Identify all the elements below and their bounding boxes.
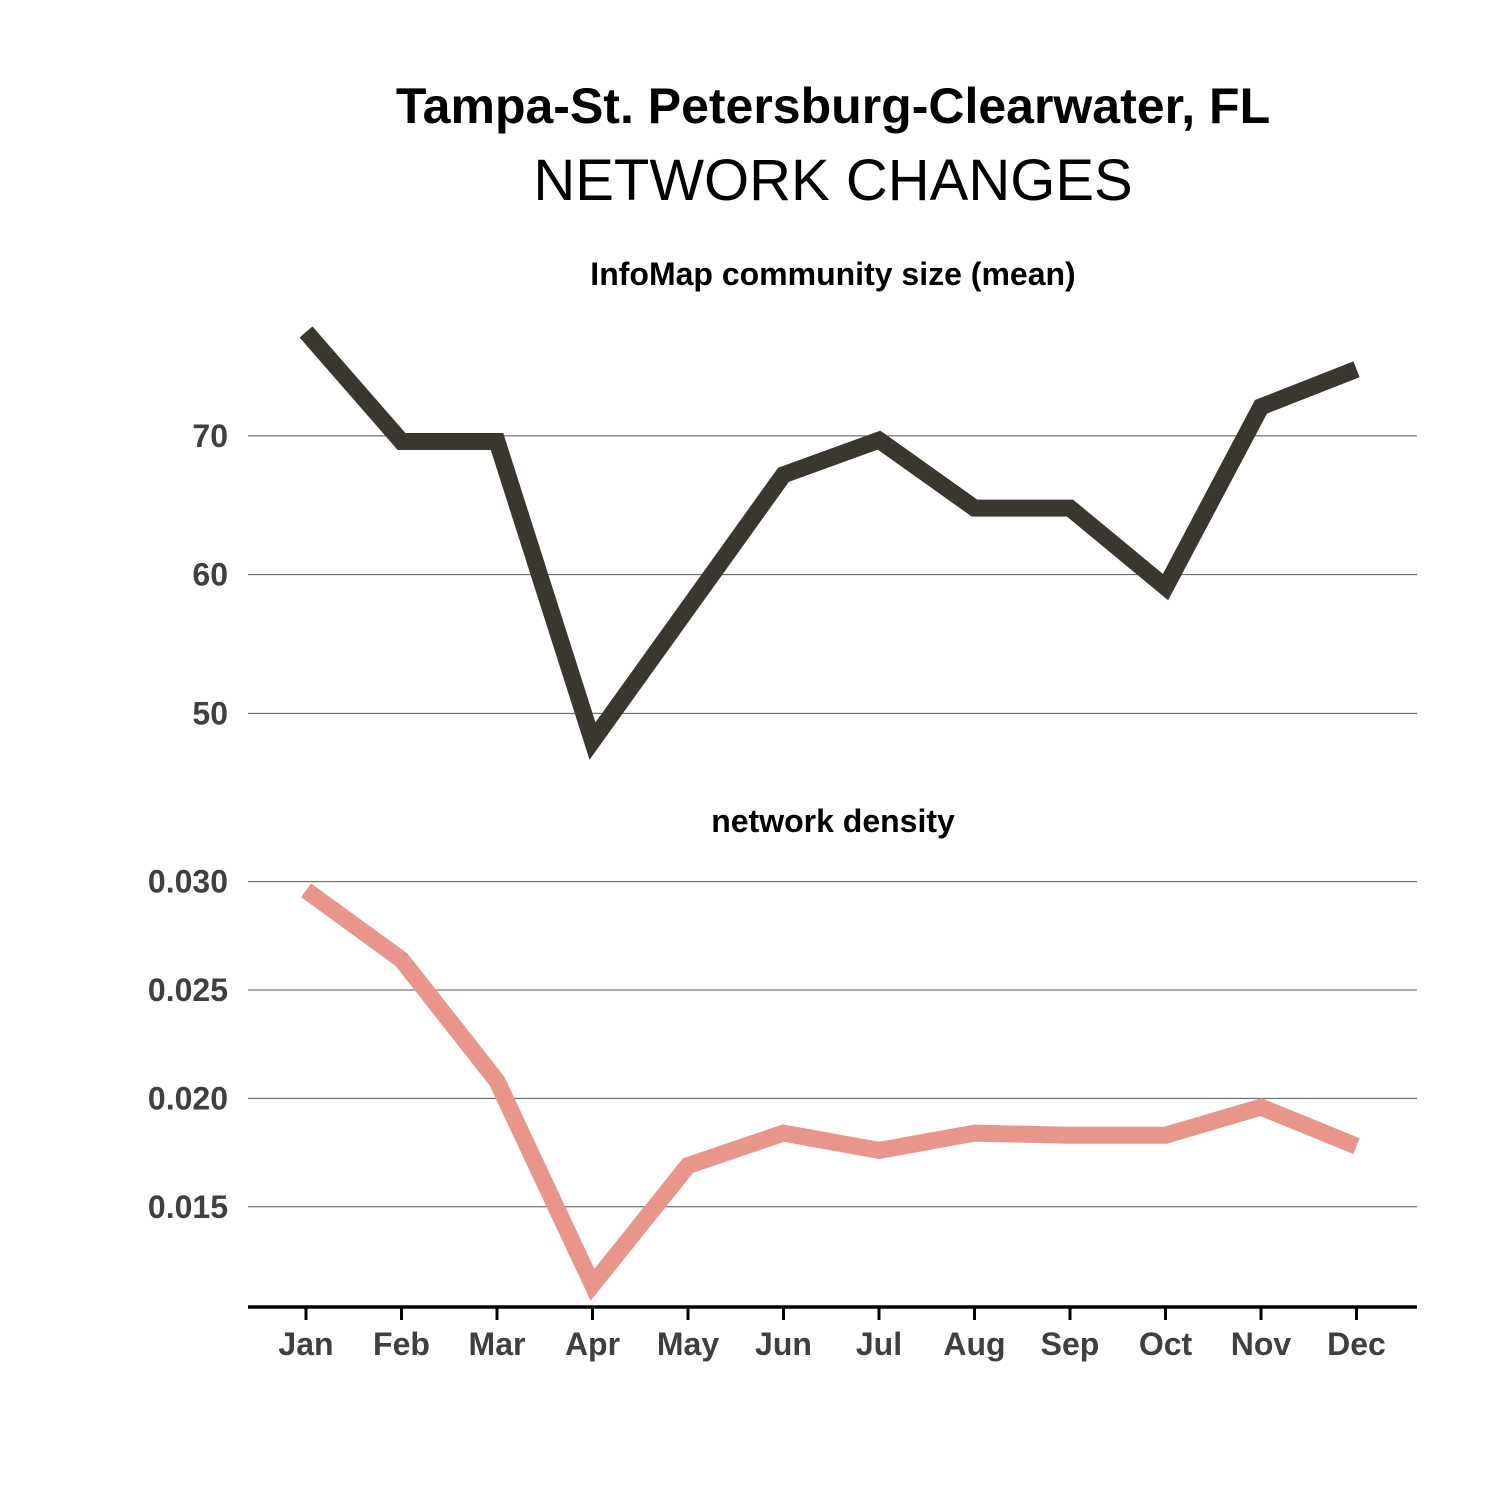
series-line-network-density [301, 883, 1360, 1301]
x-tick-label: Dec [1327, 1326, 1386, 1362]
panel-network-density: network density 0.015 0.020 0.025 0.030 [148, 803, 1417, 1301]
panel-community-size: InfoMap community size (mean) 50 60 70 [192, 256, 1417, 760]
series-line-community-size [299, 326, 1360, 760]
x-tick-label: Aug [943, 1326, 1005, 1362]
y-tick-label-community-size: 60 [192, 557, 228, 593]
chart-title: Tampa-St. Petersburg-Clearwater, FL [396, 78, 1270, 134]
x-tick-label: Jan [278, 1326, 333, 1362]
x-tick-label: Oct [1139, 1326, 1193, 1362]
panel-title-network-density: network density [711, 803, 955, 839]
y-tick-label-network-density: 0.025 [148, 972, 228, 1008]
y-tick-label-community-size: 70 [192, 418, 228, 454]
x-tick-label: May [657, 1326, 719, 1362]
x-tick-label: Apr [565, 1326, 620, 1362]
x-tick-label: Mar [469, 1326, 526, 1362]
x-axis: Jan Feb Mar Apr May Jun Jul Aug Sep Oct Nov Dec [248, 1305, 1417, 1362]
x-tick-label: Jun [755, 1326, 812, 1362]
y-tick-label-network-density: 0.015 [148, 1189, 228, 1225]
x-tick-label: Nov [1231, 1326, 1292, 1362]
x-tick-label: Jul [856, 1326, 902, 1362]
x-tick-label: Feb [373, 1326, 430, 1362]
y-tick-label-network-density: 0.020 [148, 1080, 228, 1116]
x-tick-label: Sep [1041, 1326, 1100, 1362]
y-tick-label-community-size: 50 [192, 695, 228, 731]
chart-subtitle: NETWORK CHANGES [533, 148, 1132, 213]
panel-title-community-size: InfoMap community size (mean) [590, 256, 1075, 292]
y-tick-label-network-density: 0.030 [148, 864, 228, 900]
